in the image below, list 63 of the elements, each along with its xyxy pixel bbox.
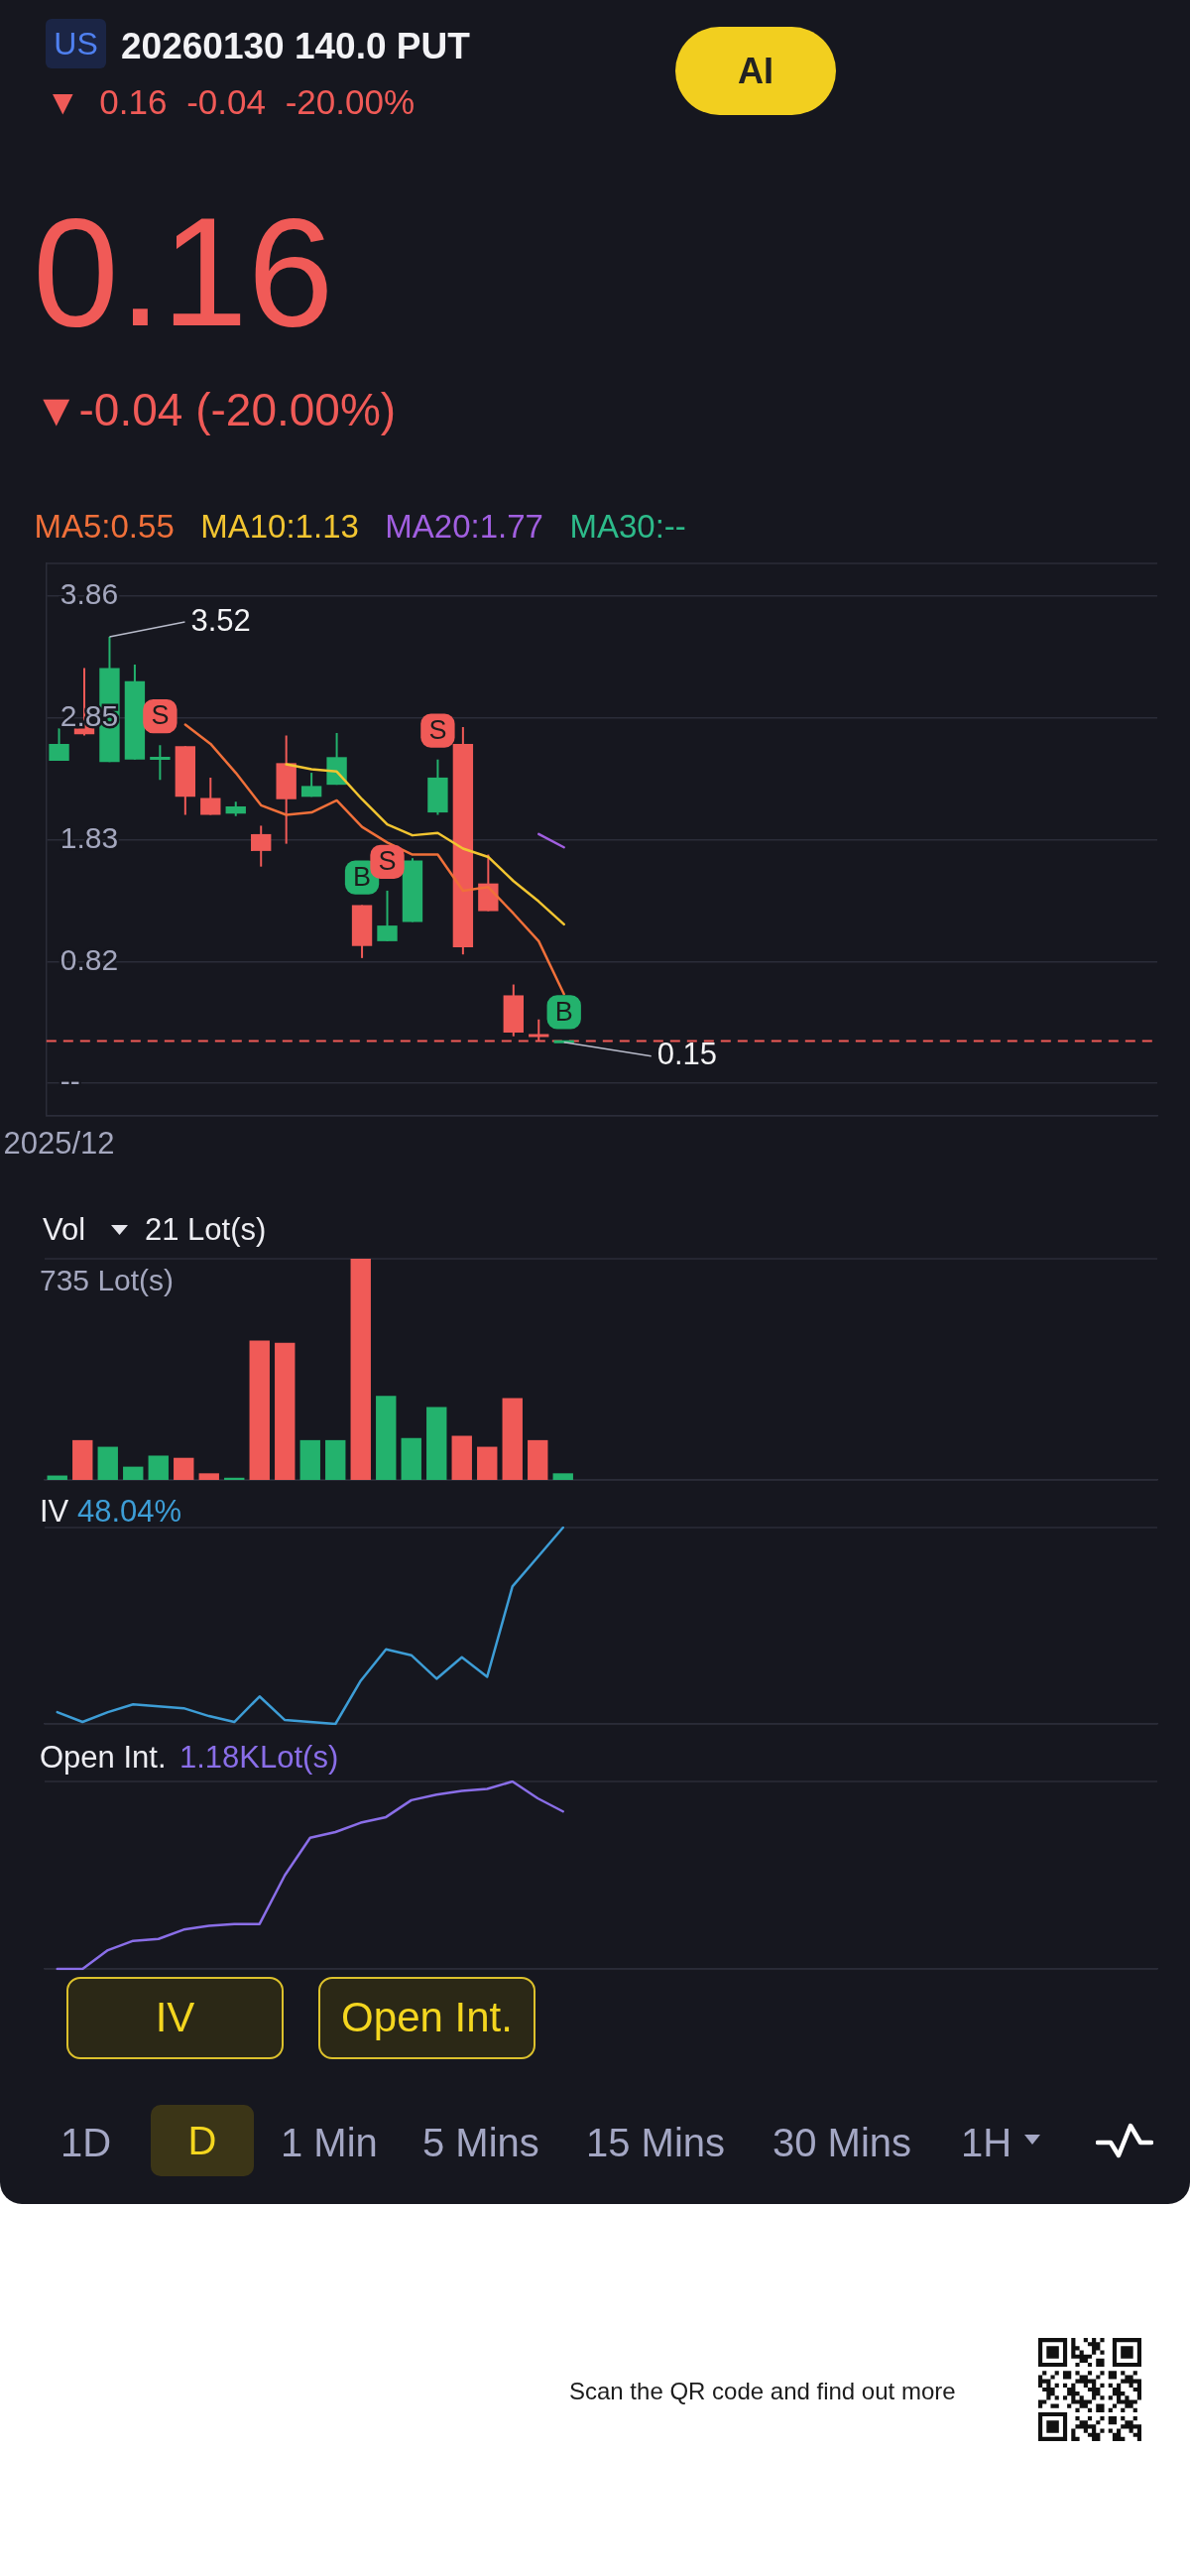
legend-label: MA30:-- (569, 507, 686, 545)
bar (275, 1342, 296, 1480)
selected-tab[interactable]: D (151, 2105, 254, 2176)
bar (502, 1398, 523, 1480)
candlestick (251, 824, 272, 868)
series-label: S (428, 715, 447, 746)
text: ▼-0.04 (-20.00%) (34, 383, 397, 436)
bar (72, 1439, 93, 1480)
annotation: 735 Lot(s) (40, 1263, 175, 1298)
bar (451, 1435, 472, 1480)
bar (97, 1446, 118, 1480)
text: S (378, 846, 397, 877)
text: 1 Min (281, 2120, 378, 2165)
text: 0.16 (33, 184, 334, 361)
outlined-button[interactable]: Open Int. (318, 1977, 536, 2059)
text: MA5:0.55 (34, 507, 175, 545)
bar (174, 1457, 194, 1480)
text: MA20:1.77 (385, 507, 543, 545)
bar (249, 1340, 270, 1480)
text: 1H (961, 2120, 1012, 2165)
bar (148, 1455, 169, 1480)
bar (376, 1396, 397, 1480)
text: 5 Mins (422, 2120, 539, 2165)
y-tick-label: 1.83 (60, 821, 119, 855)
text: S (151, 700, 170, 731)
candlestick (150, 744, 171, 782)
annotation: 48.04% (77, 1494, 182, 1530)
text: 1.18KLot(s) (179, 1740, 339, 1776)
chart-title: Open Int. (40, 1740, 167, 1776)
text: MA10:1.13 (200, 507, 359, 545)
text: 15 Mins (586, 2120, 726, 2165)
bar (123, 1466, 144, 1480)
bar (528, 1439, 548, 1480)
candlestick (300, 772, 322, 798)
text: ▼ 0.16 -0.04 -20.00% (46, 81, 416, 123)
text: 20260130 140.0 PUT (121, 25, 470, 68)
bar (325, 1439, 346, 1480)
text: B (353, 862, 372, 893)
chart-title: IV (40, 1494, 69, 1530)
chart-title: Vol (43, 1212, 86, 1248)
outlined-button[interactable]: IV (66, 1977, 284, 2059)
candlestick (49, 727, 69, 762)
x-tick-label: 2025/12 (3, 1126, 115, 1162)
y-tick-label: 0.82 (60, 942, 119, 976)
badge: US (46, 19, 106, 68)
text: Scan the QR code and find out more (569, 2378, 956, 2405)
bar (198, 1473, 219, 1480)
y-tick-label: 3.86 (60, 577, 119, 611)
bar (552, 1473, 573, 1480)
bar (426, 1407, 447, 1480)
annotation: 3.52 (190, 602, 251, 638)
candlestick (200, 776, 221, 816)
y-tick-label: -- (60, 1064, 80, 1098)
bar (477, 1446, 498, 1480)
annotation: 0.15 (656, 1037, 718, 1072)
series-label: B (554, 996, 573, 1027)
text: 30 Mins (773, 2120, 912, 2165)
bar (350, 1259, 371, 1480)
text: 1D (60, 2120, 112, 2165)
bar (299, 1439, 320, 1480)
text: 21 Lot(s) (145, 1212, 267, 1248)
candlestick (377, 889, 398, 942)
bar (401, 1437, 421, 1480)
